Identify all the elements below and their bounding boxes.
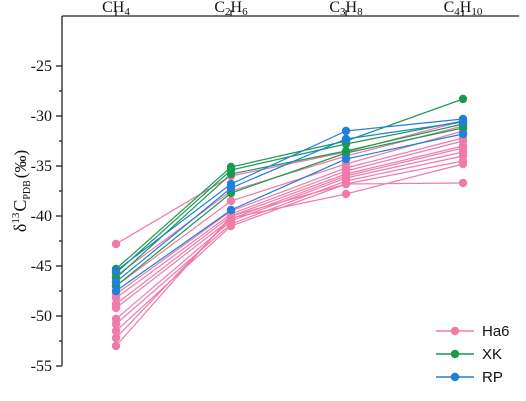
y-axis-label-part: C [10, 200, 30, 212]
y-axis-label-part: 13 [10, 212, 22, 224]
series-rp-point [111, 286, 121, 296]
series-ha6-point [111, 303, 121, 313]
series-ha6-line [115, 125, 464, 277]
series-ha6-point [111, 333, 121, 343]
series-ha6-line [115, 145, 464, 305]
series-ha6-line [115, 160, 464, 332]
y-tick-label: -50 [31, 308, 52, 325]
category-label-subscript: 8 [357, 6, 363, 18]
category-label-text: C [329, 0, 340, 16]
series-rp-point [111, 266, 121, 276]
category-label-subscript: 6 [242, 6, 248, 18]
series-rp-point [458, 129, 468, 139]
category-label: C3H8 [329, 0, 363, 18]
plot-lines [115, 98, 464, 347]
category-label-text: H [460, 0, 472, 16]
y-axis-label-part: δ [10, 224, 30, 232]
series-ha6-point [111, 319, 121, 329]
category-label: C4H10 [444, 0, 483, 18]
category-label-text: CH [102, 0, 125, 16]
series-ha6-point [226, 196, 236, 206]
series-ha6-point [111, 326, 121, 336]
y-tick-label: -55 [31, 358, 52, 375]
series-rp-point [226, 205, 236, 215]
series-ha6-point [341, 179, 351, 189]
series-ha6-point [458, 159, 468, 169]
y-axis-label-part: (‰) [11, 150, 30, 178]
series-ha6-line [115, 140, 464, 299]
series-ha6-point [111, 341, 121, 351]
series-ha6-line [115, 137, 464, 295]
category-label-text: H [231, 0, 243, 16]
y-tick-label: -40 [31, 208, 52, 225]
series-rp-line [115, 133, 464, 292]
series-rp-point [341, 154, 351, 164]
legend-label-xk: XK [482, 346, 502, 363]
series-rp-point [341, 126, 351, 136]
category-label: CH4 [102, 0, 130, 18]
series-xk-line [115, 127, 464, 287]
category-label-subscript: 10 [471, 6, 483, 18]
series-ha6-point [226, 211, 236, 221]
category-label-subscript: 4 [454, 6, 460, 18]
legend-box [432, 312, 518, 374]
series-ha6-line [115, 130, 464, 287]
y-tick-label: -45 [31, 258, 52, 275]
series-xk-point [226, 169, 236, 179]
category-label-text: C [444, 0, 455, 16]
category-label: C2H6 [214, 0, 248, 18]
category-label-subscript: 4 [124, 6, 130, 18]
plot-points [111, 94, 468, 351]
series-rp-line [115, 118, 464, 272]
series-ha6-line [115, 155, 464, 325]
series-xk-line [115, 98, 464, 270]
series-ha6-point [111, 293, 121, 303]
series-rp-point [341, 134, 351, 144]
series-ha6-point [226, 221, 236, 231]
y-tick-label: -25 [31, 58, 52, 75]
y-tick-label: -35 [31, 158, 52, 175]
series-ha6-line [115, 163, 464, 339]
legend-label-rp: RP [482, 369, 503, 386]
y-axis-label-part: PDB [22, 180, 33, 200]
series-xk-point [458, 94, 468, 104]
y-tick-label: -30 [31, 108, 52, 125]
series-ha6-point [458, 178, 468, 188]
category-label-text: C [214, 0, 225, 16]
series-rp-line [115, 121, 464, 283]
legend-marker-rp [450, 372, 460, 382]
series-xk-point [458, 123, 468, 133]
series-ha6-point [341, 189, 351, 199]
series-ha6-line [115, 182, 464, 347]
series-rp-point [226, 183, 236, 193]
legend: Ha6 XK RP [432, 312, 518, 386]
category-label-subscript: 2 [225, 6, 231, 18]
series-xk-line [115, 123, 464, 279]
y-axis-label: δ13CPDB (‰) [10, 150, 33, 232]
category-label-subscript: 3 [340, 6, 346, 18]
series-ha6-point [111, 239, 121, 249]
legend-label-ha6: Ha6 [482, 323, 510, 340]
series-xk-point [341, 148, 351, 158]
series-rp-point [458, 117, 468, 127]
series-rp-point [111, 277, 121, 287]
category-label-text: H [346, 0, 358, 16]
series-ha6-line [115, 147, 464, 309]
legend-marker-xk [450, 349, 460, 359]
legend-marker-ha6 [450, 326, 460, 336]
